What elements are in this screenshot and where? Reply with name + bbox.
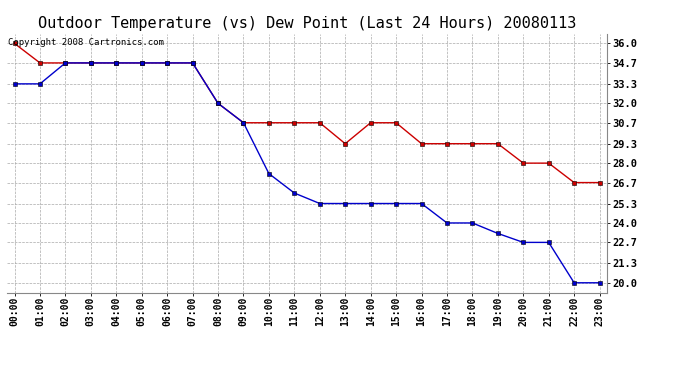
Text: Copyright 2008 Cartronics.com: Copyright 2008 Cartronics.com bbox=[8, 38, 164, 46]
Title: Outdoor Temperature (vs) Dew Point (Last 24 Hours) 20080113: Outdoor Temperature (vs) Dew Point (Last… bbox=[38, 16, 576, 31]
